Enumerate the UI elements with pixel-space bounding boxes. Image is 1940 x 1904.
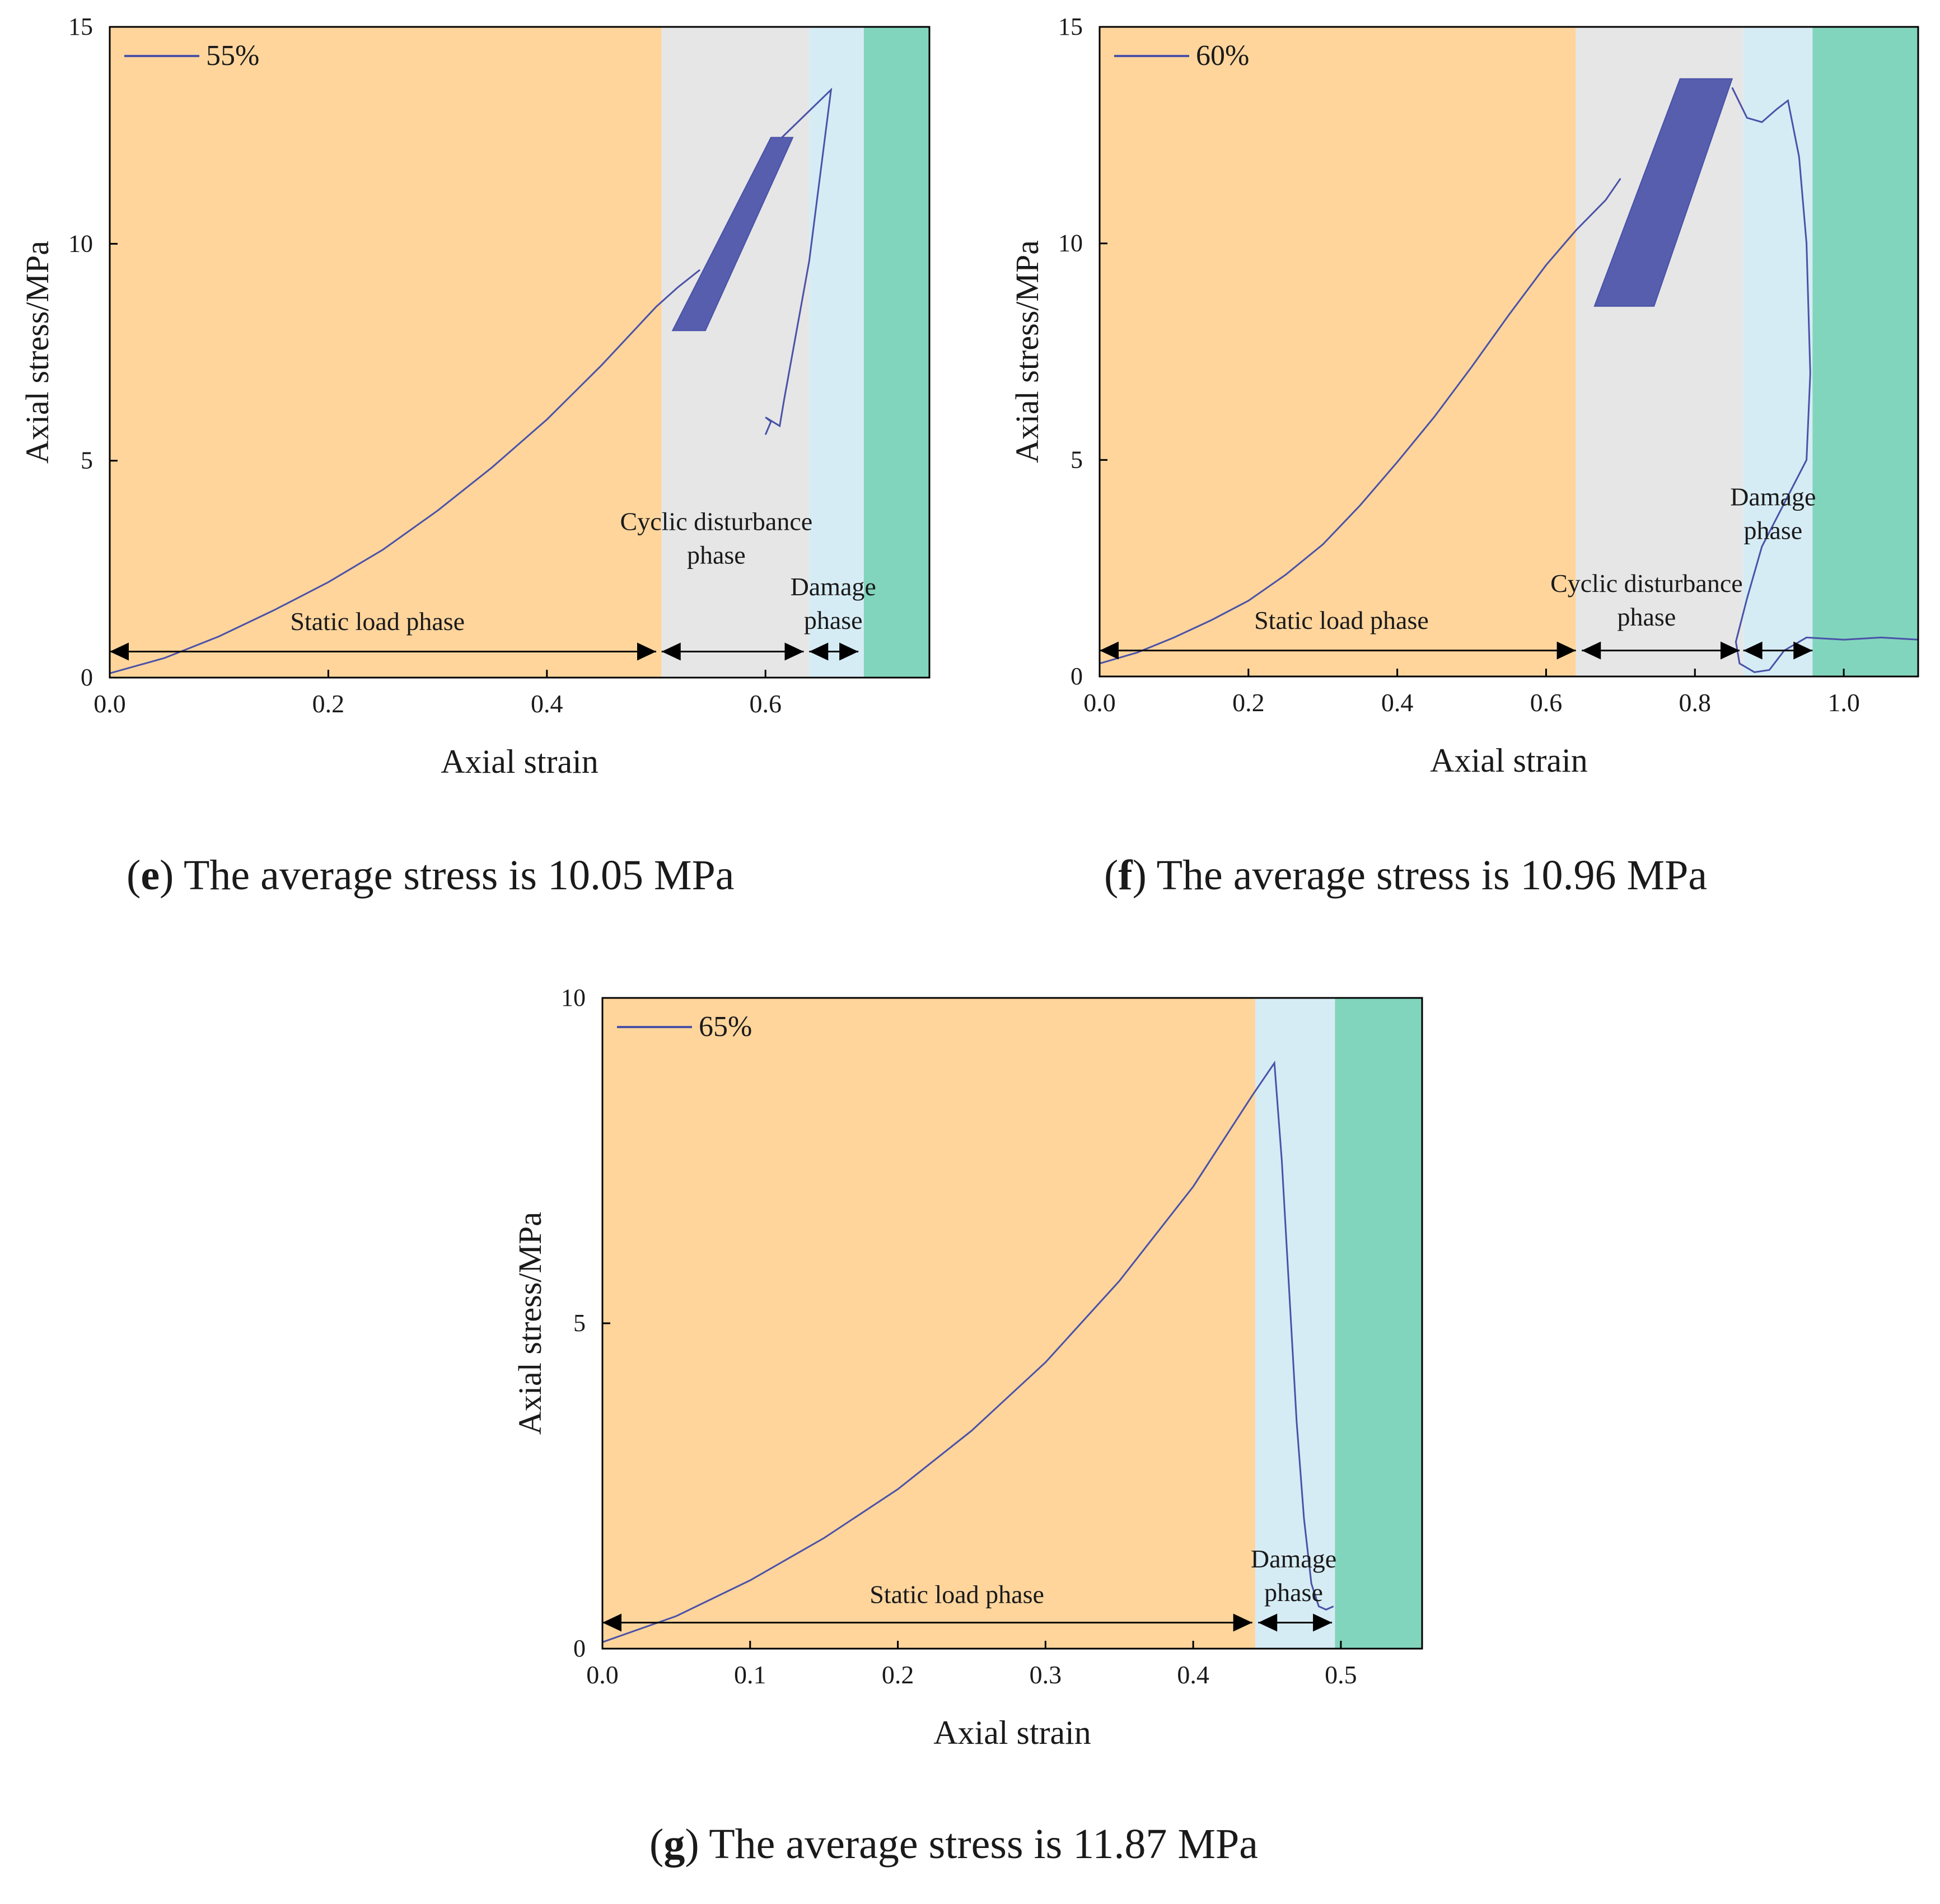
- phase-arrow-head-left: [1100, 641, 1119, 660]
- x-tick-label: 0.0: [94, 689, 126, 718]
- phase-label: phase: [1264, 1578, 1323, 1607]
- x-tick-label: 0.2: [1232, 688, 1265, 717]
- legend-label: 65%: [699, 1011, 752, 1043]
- series-line: [109, 269, 701, 674]
- phase-label: Static load phase: [290, 607, 465, 636]
- x-axis-label: Axial strain: [441, 743, 599, 780]
- x-axis-label: Axial strain: [933, 1714, 1091, 1751]
- x-tick-label: 0.3: [1030, 1660, 1062, 1689]
- y-tick-label: 5: [81, 447, 93, 474]
- phase-band-failure: [863, 27, 929, 678]
- phase-arrow-head-left: [110, 642, 129, 661]
- phase-label: phase: [1618, 603, 1676, 631]
- phase-band-failure: [1335, 998, 1422, 1649]
- x-tick-label: 0.6: [1530, 688, 1563, 717]
- phase-label: Damage: [1251, 1544, 1336, 1573]
- y-tick-label: 0: [1070, 662, 1083, 690]
- x-tick-label: 0.2: [882, 1660, 914, 1689]
- x-tick-label: 0.4: [1381, 688, 1414, 717]
- y-tick-label: 0: [573, 1635, 586, 1662]
- y-tick-label: 10: [68, 230, 93, 257]
- y-axis-label: Axial stress/MPa: [1009, 240, 1045, 463]
- phase-arrow-head-left: [1743, 641, 1763, 660]
- phase-arrow-head-right: [1556, 641, 1576, 660]
- caption-letter: e: [141, 852, 160, 899]
- y-tick-label: 15: [68, 13, 93, 40]
- series-line: [1099, 178, 1621, 665]
- x-tick-label: 0.6: [749, 689, 782, 718]
- caption-text: The average stress is 10.05 MPa: [183, 852, 735, 899]
- y-tick-label: 10: [561, 984, 586, 1011]
- x-tick-label: 0.2: [312, 689, 345, 718]
- phase-label: phase: [687, 541, 746, 570]
- phase-arrow-head-right: [1721, 641, 1740, 660]
- y-axis-label: Axial stress/MPa: [19, 241, 55, 464]
- stress-strain-chart-e: 0.0 0.2 0.4 0.6 0 5 10 15 Axial strain Axial stre…: [19, 13, 931, 780]
- phase-label: phase: [804, 606, 863, 634]
- phase-label: Cyclic disturbance: [620, 507, 813, 536]
- phase-band-static: [110, 27, 662, 678]
- legend-label: 60%: [1196, 40, 1249, 72]
- phase-band-damage: [809, 27, 864, 678]
- phase-band-damage: [1255, 998, 1335, 1649]
- x-tick-label: 0.0: [586, 1660, 619, 1689]
- chart-panel-g: 0.0 0.1 0.2 0.3 0.4 0.5 0 5 10 Axial strain Axial …: [493, 974, 1445, 1904]
- phase-arrow-head-right: [784, 642, 804, 661]
- phase-label: Static load phase: [1254, 606, 1429, 634]
- x-tick-label: 0.4: [531, 689, 563, 718]
- x-tick-label: 0.5: [1325, 1660, 1357, 1689]
- chart-panel-f: 0.0 0.2 0.4 0.6 0.8 1.0 0 5 10 15 Axial strain Axia…: [985, 0, 1940, 784]
- phase-band-cyclic: [661, 27, 810, 678]
- phase-arrow-head-right: [839, 642, 859, 661]
- phase-arrow-head-right: [1793, 641, 1813, 660]
- phase-label: phase: [1743, 516, 1802, 545]
- y-tick-label: 15: [1058, 13, 1083, 40]
- phase-band-damage: [1743, 27, 1813, 676]
- caption-letter: f: [1118, 852, 1133, 899]
- plot-frame: [109, 26, 931, 679]
- phase-label: Damage: [1730, 483, 1816, 511]
- y-axis-label: Axial stress/MPa: [512, 1212, 548, 1435]
- phase-band-static: [602, 998, 1255, 1649]
- phase-band-static: [1100, 27, 1576, 676]
- legend-label: 55%: [206, 40, 259, 72]
- plot-frame: [1098, 26, 1919, 678]
- x-tick-label: 0.0: [1083, 688, 1116, 717]
- phase-arrow-head-left: [661, 642, 681, 661]
- y-tick-label: 0: [81, 664, 93, 691]
- stress-strain-chart-f: 0.0 0.2 0.4 0.6 0.8 1.0 0 5 10 15 Axial strain Axia…: [1009, 13, 1919, 779]
- cyclic-loop-band: [1593, 78, 1733, 307]
- y-tick-label: 5: [573, 1309, 586, 1337]
- phase-arrow-head-left: [602, 1613, 621, 1632]
- phase-label: Cyclic disturbance: [1550, 569, 1743, 598]
- post-peak-line: [1731, 87, 1919, 673]
- phase-label: Damage: [791, 572, 876, 601]
- x-tick-label: 0.8: [1679, 688, 1712, 717]
- x-tick-label: 1.0: [1827, 688, 1860, 717]
- phase-arrow-head-left: [809, 642, 829, 661]
- y-tick-label: 10: [1058, 230, 1083, 257]
- y-tick-label: 5: [1070, 446, 1083, 473]
- cyclic-loop-band: [671, 137, 794, 332]
- stress-strain-chart-g: 0.0 0.1 0.2 0.3 0.4 0.5 0 5 10 Axial strain Axial …: [512, 984, 1423, 1751]
- x-tick-label: 0.4: [1177, 1660, 1209, 1689]
- caption-letter: g: [663, 1821, 685, 1868]
- phase-arrow-head-right: [1233, 1613, 1252, 1632]
- x-axis-label: Axial strain: [1430, 742, 1588, 779]
- caption-g: (g) The average stress is 11.87 MPa: [649, 1821, 1258, 1868]
- phase-label: Static load phase: [870, 1580, 1044, 1609]
- phase-band-failure: [1812, 27, 1918, 676]
- phase-arrow-head-right: [1313, 1613, 1333, 1632]
- phase-arrow-head-right: [637, 642, 656, 661]
- caption-f: (f) The average stress is 10.96 MPa: [1104, 852, 1708, 899]
- series-line: [602, 1060, 1334, 1643]
- phase-arrow-head-left: [1258, 1613, 1278, 1632]
- caption-text: The average stress is 10.96 MPa: [1156, 852, 1708, 899]
- x-tick-label: 0.1: [734, 1660, 766, 1689]
- chart-panel-e: 0.0 0.2 0.4 0.6 0 5 10 15 Axial strain Axial stre…: [0, 0, 952, 784]
- caption-e: (e) The average stress is 10.05 MPa: [127, 852, 735, 899]
- caption-text: The average stress is 11.87 MPa: [709, 1821, 1258, 1868]
- phase-arrow-head-left: [1582, 641, 1601, 660]
- post-peak-line: [764, 87, 833, 435]
